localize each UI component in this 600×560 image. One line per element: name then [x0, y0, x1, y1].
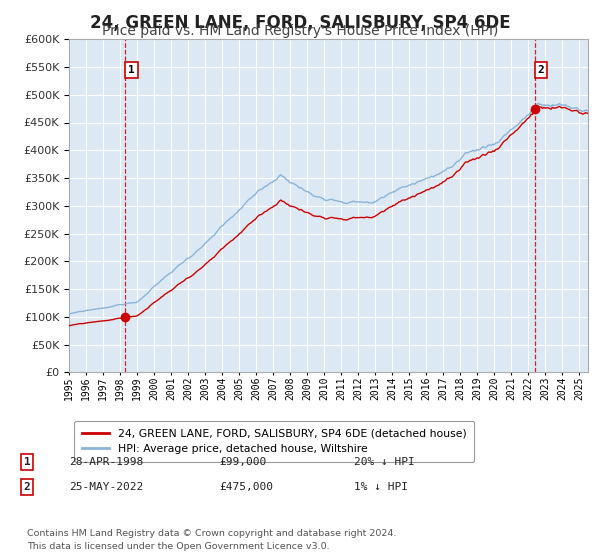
Text: 28-APR-1998: 28-APR-1998 — [69, 457, 143, 467]
Text: 2: 2 — [538, 65, 544, 74]
Text: 1% ↓ HPI: 1% ↓ HPI — [354, 482, 408, 492]
Text: 25-MAY-2022: 25-MAY-2022 — [69, 482, 143, 492]
Text: 1: 1 — [23, 457, 31, 467]
Text: Price paid vs. HM Land Registry's House Price Index (HPI): Price paid vs. HM Land Registry's House … — [102, 24, 498, 38]
Text: Contains HM Land Registry data © Crown copyright and database right 2024.
This d: Contains HM Land Registry data © Crown c… — [27, 529, 397, 552]
Text: £475,000: £475,000 — [219, 482, 273, 492]
Text: 20% ↓ HPI: 20% ↓ HPI — [354, 457, 415, 467]
Legend: 24, GREEN LANE, FORD, SALISBURY, SP4 6DE (detached house), HPI: Average price, d: 24, GREEN LANE, FORD, SALISBURY, SP4 6DE… — [74, 421, 474, 461]
Text: 1: 1 — [128, 65, 135, 74]
Text: £99,000: £99,000 — [219, 457, 266, 467]
Text: 24, GREEN LANE, FORD, SALISBURY, SP4 6DE: 24, GREEN LANE, FORD, SALISBURY, SP4 6DE — [89, 14, 511, 32]
Text: 2: 2 — [23, 482, 31, 492]
